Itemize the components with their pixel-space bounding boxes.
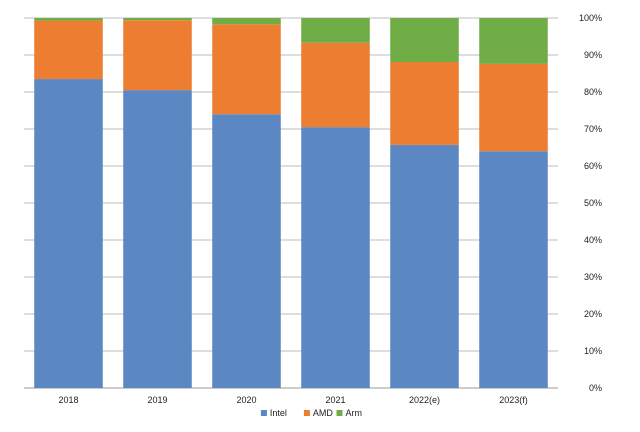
- legend-label-amd: AMD: [313, 408, 334, 418]
- bar-segment-intel: [212, 114, 281, 388]
- gridlines: [24, 17, 558, 389]
- bar-segment-intel: [34, 79, 103, 389]
- x-tick-label: 2021: [325, 395, 345, 405]
- x-axis-labels: 2018 2019 2020 2021 2022(e) 2023(f): [58, 395, 527, 405]
- y-tick-label: 70%: [584, 124, 602, 134]
- bars: [34, 18, 548, 389]
- bar-segment-arm: [34, 18, 103, 21]
- y-axis: 0% 10% 20% 30% 40% 50% 60% 70% 80% 90% 100%: [579, 13, 602, 393]
- legend-swatch-arm: [336, 410, 343, 416]
- y-tick-label: 20%: [584, 309, 602, 319]
- y-tick-label: 0%: [589, 383, 602, 393]
- bar-segment-arm: [301, 18, 370, 43]
- y-tick-label: 100%: [579, 13, 602, 23]
- x-tick-label: 2018: [58, 395, 78, 405]
- bar-segment-arm: [390, 18, 459, 63]
- legend-swatch-amd: [303, 410, 310, 416]
- legend-swatch-intel: [260, 410, 267, 416]
- bar-segment-intel: [123, 90, 192, 389]
- bar-segment-intel: [390, 144, 459, 388]
- y-tick-label: 10%: [584, 346, 602, 356]
- y-tick-label: 60%: [584, 161, 602, 171]
- legend-label-intel: Intel: [270, 408, 287, 418]
- x-tick-label: 2019: [147, 395, 167, 405]
- x-tick-label: 2022(e): [409, 395, 440, 405]
- bar-segment-amd: [212, 24, 281, 115]
- legend-label-arm: Arm: [346, 408, 363, 418]
- bar-segment-intel: [479, 151, 548, 388]
- y-tick-label: 50%: [584, 198, 602, 208]
- bar-segment-amd: [301, 42, 370, 128]
- bar-segment-arm: [123, 18, 192, 21]
- y-tick-label: 30%: [584, 272, 602, 282]
- x-tick-label: 2023(f): [499, 395, 528, 405]
- y-tick-label: 90%: [584, 50, 602, 60]
- bar-segment-amd: [34, 20, 103, 80]
- y-tick-label: 40%: [584, 235, 602, 245]
- x-tick-label: 2020: [236, 395, 256, 405]
- bar-segment-amd: [479, 63, 548, 152]
- legend: Intel AMD Arm: [260, 408, 363, 418]
- bar-segment-amd: [123, 20, 192, 91]
- y-tick-label: 80%: [584, 87, 602, 97]
- bar-segment-intel: [301, 127, 370, 389]
- bar-segment-arm: [212, 18, 281, 25]
- bar-segment-arm: [479, 18, 548, 64]
- bar-segment-amd: [390, 62, 459, 145]
